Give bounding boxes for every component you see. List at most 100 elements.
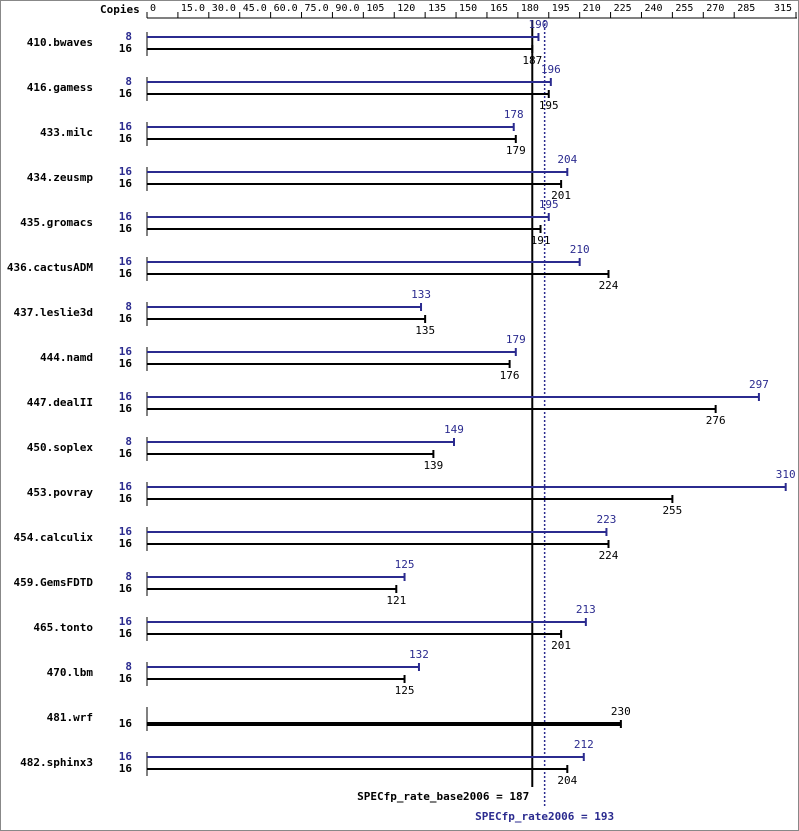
copies-label: 16 [119, 402, 133, 415]
x-tick-label: 195 [552, 3, 570, 14]
bar [147, 126, 514, 128]
copies-label: 16 [119, 132, 133, 145]
value-label: 135 [415, 324, 435, 337]
bar [147, 228, 541, 230]
value-label: 213 [576, 603, 596, 616]
bar [147, 498, 673, 500]
copies-label: 16 [119, 750, 133, 763]
copies-label: 8 [125, 300, 132, 313]
copies-label: 16 [119, 177, 133, 190]
value-label: 121 [386, 594, 406, 607]
value-label: 149 [444, 423, 464, 436]
value-label: 201 [551, 189, 571, 202]
category-label: 447.dealII [27, 396, 93, 409]
x-tick-label: 135 [428, 3, 446, 14]
copies-label: 16 [119, 525, 133, 538]
x-tick-label: 165 [490, 3, 508, 14]
value-label: 196 [541, 63, 561, 76]
bar [147, 453, 434, 455]
bar [147, 666, 419, 668]
value-label: 190 [529, 18, 549, 31]
value-label: 276 [706, 414, 726, 427]
x-tick-label: 210 [583, 3, 601, 14]
category-label: 436.cactusADM [7, 261, 93, 274]
value-label: 179 [506, 144, 526, 157]
bar [147, 48, 533, 50]
bar [147, 396, 759, 398]
copies-label: 16 [119, 447, 133, 460]
value-label: 223 [597, 513, 617, 526]
value-label: 125 [395, 684, 415, 697]
value-label: 310 [776, 468, 796, 481]
category-label: 482.sphinx3 [20, 756, 93, 769]
x-tick-label: 120 [397, 3, 415, 14]
copies-label: 16 [119, 312, 133, 325]
x-tick-label: 45.0 [243, 3, 267, 14]
copies-label: 16 [119, 672, 133, 685]
bar [147, 588, 397, 590]
copies-label: 8 [125, 75, 132, 88]
value-label: 132 [409, 648, 429, 661]
bar [147, 306, 422, 308]
bar [147, 93, 549, 95]
bar [147, 576, 405, 578]
value-label: 224 [599, 279, 619, 292]
bar [147, 756, 584, 758]
value-label: 195 [539, 198, 559, 211]
x-tick-label: 315 [774, 3, 792, 14]
x-tick-label: 180 [521, 3, 539, 14]
category-label: 437.leslie3d [14, 306, 93, 319]
copies-label: 16 [119, 345, 133, 358]
category-label: 434.zeusmp [27, 171, 94, 184]
axis-label: Copies [100, 3, 140, 16]
category-label: 470.lbm [47, 666, 94, 679]
copies-label: 16 [119, 627, 133, 640]
category-label: 459.GemsFDTD [14, 576, 94, 589]
category-label: 410.bwaves [27, 36, 93, 49]
bar [147, 678, 405, 680]
bar [147, 36, 539, 38]
copies-label: 8 [125, 570, 132, 583]
value-label: 201 [551, 639, 571, 652]
value-label: 178 [504, 108, 524, 121]
x-tick-label: 60.0 [274, 3, 298, 14]
copies-label: 16 [119, 480, 133, 493]
category-label: 433.milc [40, 126, 93, 139]
category-label: 435.gromacs [20, 216, 93, 229]
copies-label: 16 [119, 492, 133, 505]
x-tick-label: 240 [644, 3, 662, 14]
value-label: 255 [662, 504, 682, 517]
value-label: 133 [411, 288, 431, 301]
copies-label: 16 [119, 762, 133, 775]
copies-label: 16 [119, 255, 133, 268]
copies-label: 16 [119, 357, 133, 370]
category-label: 481.wrf [47, 711, 93, 724]
value-label: 210 [570, 243, 590, 256]
x-tick-label: 150 [459, 3, 477, 14]
copies-label: 8 [125, 660, 132, 673]
value-label: 230 [611, 705, 631, 718]
value-label: 187 [522, 54, 542, 67]
x-tick-label: 255 [675, 3, 693, 14]
x-tick-label: 270 [706, 3, 724, 14]
bar [147, 363, 510, 365]
x-tick-label: 90.0 [335, 3, 359, 14]
bar [147, 531, 607, 533]
category-label: 465.tonto [33, 621, 93, 634]
bar [147, 441, 454, 443]
value-label: 139 [423, 459, 443, 472]
category-label: 444.namd [40, 351, 93, 364]
value-label: 125 [395, 558, 415, 571]
value-label: 195 [539, 99, 559, 112]
copies-label: 16 [119, 582, 133, 595]
copies-label: 16 [119, 165, 133, 178]
bar [147, 138, 516, 140]
bar [147, 351, 516, 353]
bar [147, 768, 568, 770]
bar [147, 633, 562, 635]
bar [147, 261, 580, 263]
bar [147, 722, 621, 726]
reference-label: SPECfp_rate_base2006 = 187 [357, 790, 529, 803]
bar [147, 486, 786, 488]
